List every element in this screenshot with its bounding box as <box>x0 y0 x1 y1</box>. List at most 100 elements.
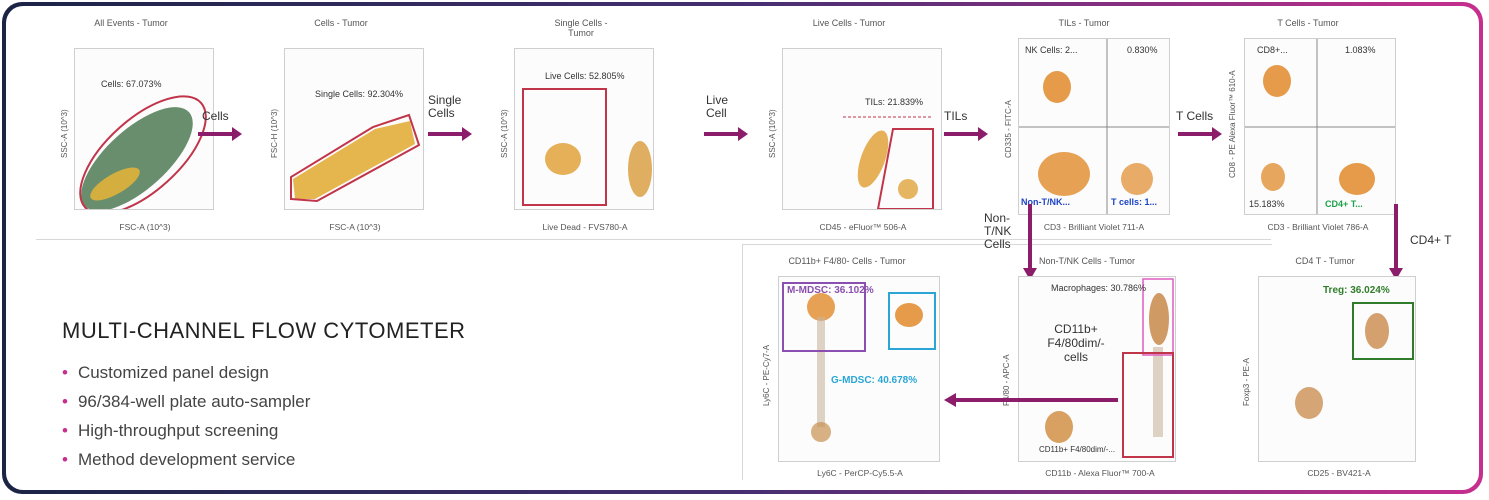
x-axis-label: CD3 - Brilliant Violet 711-A <box>1043 222 1145 232</box>
arrow-label-tils: TILs <box>944 109 968 123</box>
y-axis-label: CD8 - PE Alexa Fluor™ 610-A <box>1228 70 1237 178</box>
panel-title: T Cells - Tumor <box>1277 18 1339 28</box>
scatter-plot <box>290 113 421 203</box>
flow-arrow <box>198 127 242 141</box>
y-axis-label: SSC-A (10^3) <box>60 109 69 158</box>
feature-item: 96/384-well plate auto-sampler <box>62 387 310 416</box>
plot-area: NK Cells: 2... 0.830% Non-T/NK... T cell… <box>1018 38 1170 215</box>
panel-cd4-t: CD4 T - Tumor Treg: 36.024% CD25 - BV421… <box>1230 256 1420 484</box>
horizontal-divider <box>36 239 1271 240</box>
flow-arrow <box>944 127 988 141</box>
scatter-plot <box>843 116 934 209</box>
quadrant-bl-label: 15.183% <box>1249 199 1285 209</box>
arrow-label-cells: Cells <box>202 109 229 123</box>
gate-label: TILs: 21.839% <box>865 97 924 107</box>
arrow-label-non-tnk: Non-T/NK Cells <box>984 211 1012 251</box>
plot-area: Macrophages: 30.786% CD11b+ F4/80dim/-..… <box>1018 276 1176 462</box>
arrow-label-tcells: T Cells <box>1176 109 1214 123</box>
scatter-plot <box>79 95 207 209</box>
scatter-plot <box>522 88 652 206</box>
plot-area: Single Cells: 92.304% <box>284 48 424 210</box>
quadrant-non-tnk-label: Non-T/NK... <box>1021 197 1070 207</box>
panel-live-cells: Live Cells - Tumor TILs: 21.839% CD45 - … <box>754 18 944 236</box>
macrophages-label: Macrophages: 30.786% <box>1051 283 1147 293</box>
annot-line-1: CD11b+ <box>1054 322 1098 336</box>
x-axis-label: Live Dead - FVS780-A <box>542 222 628 232</box>
arrow-label-live-cell: Live Cell <box>706 93 729 120</box>
gradient-frame: All Events - Tumor Cells: 67.073% FSC-A … <box>2 2 1483 494</box>
x-axis-label: FSC-A (10^3) <box>329 222 381 232</box>
section-heading: MULTI-CHANNEL FLOW CYTOMETER <box>62 318 466 343</box>
feature-item: Customized panel design <box>62 358 310 387</box>
gate-label: Single Cells: 92.304% <box>315 89 404 99</box>
x-axis-label: Ly6C - PerCP-Cy5.5-A <box>817 468 903 478</box>
panel-title: TILs - Tumor <box>1058 18 1110 28</box>
plot-area: Treg: 36.024% <box>1258 276 1416 462</box>
y-axis-label: Foxp3 - PE-A <box>1242 357 1251 406</box>
scatter-plot <box>1019 39 1169 214</box>
panel-tils: TILs - Tumor NK Cells: 2... 0.830% Non-T… <box>994 18 1174 236</box>
arrow-label-cd4-t: CD4+ T <box>1410 233 1452 247</box>
panel-title: All Events - Tumor <box>94 18 168 28</box>
panel-title: CD4 T - Tumor <box>1295 256 1355 266</box>
gmdsc-label: G-MDSC: 40.678% <box>831 375 918 386</box>
flow-arrow-down <box>1389 204 1403 280</box>
flow-arrow <box>704 127 748 141</box>
feature-item: Method development service <box>62 445 310 474</box>
gate-label: Cells: 67.073% <box>101 79 162 89</box>
y-axis-label: SSC-A (10^3) <box>768 109 777 158</box>
plot-area: Cells: 67.073% <box>74 48 214 210</box>
panel-title: Live Cells - Tumor <box>812 18 886 28</box>
flow-arrow-down <box>1023 204 1037 280</box>
panel-cells: Cells - Tumor Single Cells: 92.304% FSC-… <box>256 18 426 236</box>
feature-item: High-throughput screening <box>62 416 310 445</box>
mmdsc-label: M-MDSC: 36.102% <box>787 285 874 296</box>
panel-title: Non-T/NK Cells - Tumor <box>1038 256 1136 266</box>
cd11b-cells-annotation: CD11b+ F4/80dim/- cells <box>1036 322 1116 364</box>
scatter-plot <box>782 282 936 442</box>
plot-area: Live Cells: 52.805% <box>514 48 654 210</box>
bottom-divider-top <box>742 244 1272 245</box>
scatter-plot <box>1295 302 1414 419</box>
panel-all-events: All Events - Tumor Cells: 67.073% FSC-A … <box>46 18 216 236</box>
vertical-divider <box>742 244 743 480</box>
x-axis-label: CD11b - Alexa Fluor™ 700-A <box>1045 468 1155 478</box>
y-axis-label: Ly6C - PE-Cy7-A <box>762 344 771 406</box>
plot-area: M-MDSC: 36.102% G-MDSC: 40.678% <box>778 276 940 462</box>
quadrant-cd4-label: CD4+ T... <box>1325 199 1363 209</box>
cd11b-gate-label: CD11b+ F4/80dim/-... <box>1039 445 1116 454</box>
quadrant-tr-label: 0.830% <box>1127 45 1158 55</box>
annot-line-3: cells <box>1063 350 1088 364</box>
panel-title: CD11b+ F4/80- Cells - Tumor <box>788 256 906 266</box>
quadrant-cd8-label: CD8+... <box>1257 45 1288 55</box>
plot-area: CD8+... 1.083% 15.183% CD4+ T... <box>1244 38 1396 215</box>
y-axis-label: FSC-H (10^3) <box>270 108 279 158</box>
annot-line-2: F4/80dim/- <box>1047 336 1105 350</box>
plot-area: TILs: 21.839% <box>782 48 942 210</box>
panel-title: Cells - Tumor <box>314 18 368 28</box>
feature-list: Customized panel design 96/384-well plat… <box>62 358 310 474</box>
quadrant-tcells-label: T cells: 1... <box>1111 197 1158 207</box>
y-axis-label: CD335 - FITC-A <box>1004 100 1013 158</box>
x-axis-label: CD25 - BV421-A <box>1307 468 1371 478</box>
flow-arrow <box>1178 127 1222 141</box>
scatter-plot <box>1045 278 1174 458</box>
x-axis-label: FSC-A (10^3) <box>119 222 171 232</box>
y-axis-label: SSC-A (10^3) <box>500 109 509 158</box>
x-axis-label: CD3 - Brilliant Violet 786-A <box>1267 222 1369 232</box>
arrow-label-single-cells: Single Cells <box>428 93 462 120</box>
panel-t-cells: T Cells - Tumor CD8+... 1.083% 15.183% C… <box>1218 18 1398 236</box>
quadrant-tr-label: 1.083% <box>1345 45 1376 55</box>
panel-title: Single Cells - Tumor <box>554 18 608 38</box>
gate-label: Live Cells: 52.805% <box>545 71 625 81</box>
panel-non-tnk: Non-T/NK Cells - Tumor Macrophages: 30.7… <box>992 256 1182 484</box>
panel-cd11b: CD11b+ F4/80- Cells - Tumor M-MDSC: 36.1… <box>752 256 942 484</box>
panel-single-cells: Single Cells - Tumor Live Cells: 52.805%… <box>486 18 656 236</box>
scatter-plot <box>1245 39 1395 214</box>
treg-label: Treg: 36.024% <box>1323 285 1390 296</box>
content-area: All Events - Tumor Cells: 67.073% FSC-A … <box>6 6 1479 490</box>
quadrant-nk-label: NK Cells: 2... <box>1025 45 1078 55</box>
flow-arrow-left <box>944 393 1118 407</box>
x-axis-label: CD45 - eFluor™ 506-A <box>819 222 907 232</box>
flow-arrow <box>428 127 472 141</box>
